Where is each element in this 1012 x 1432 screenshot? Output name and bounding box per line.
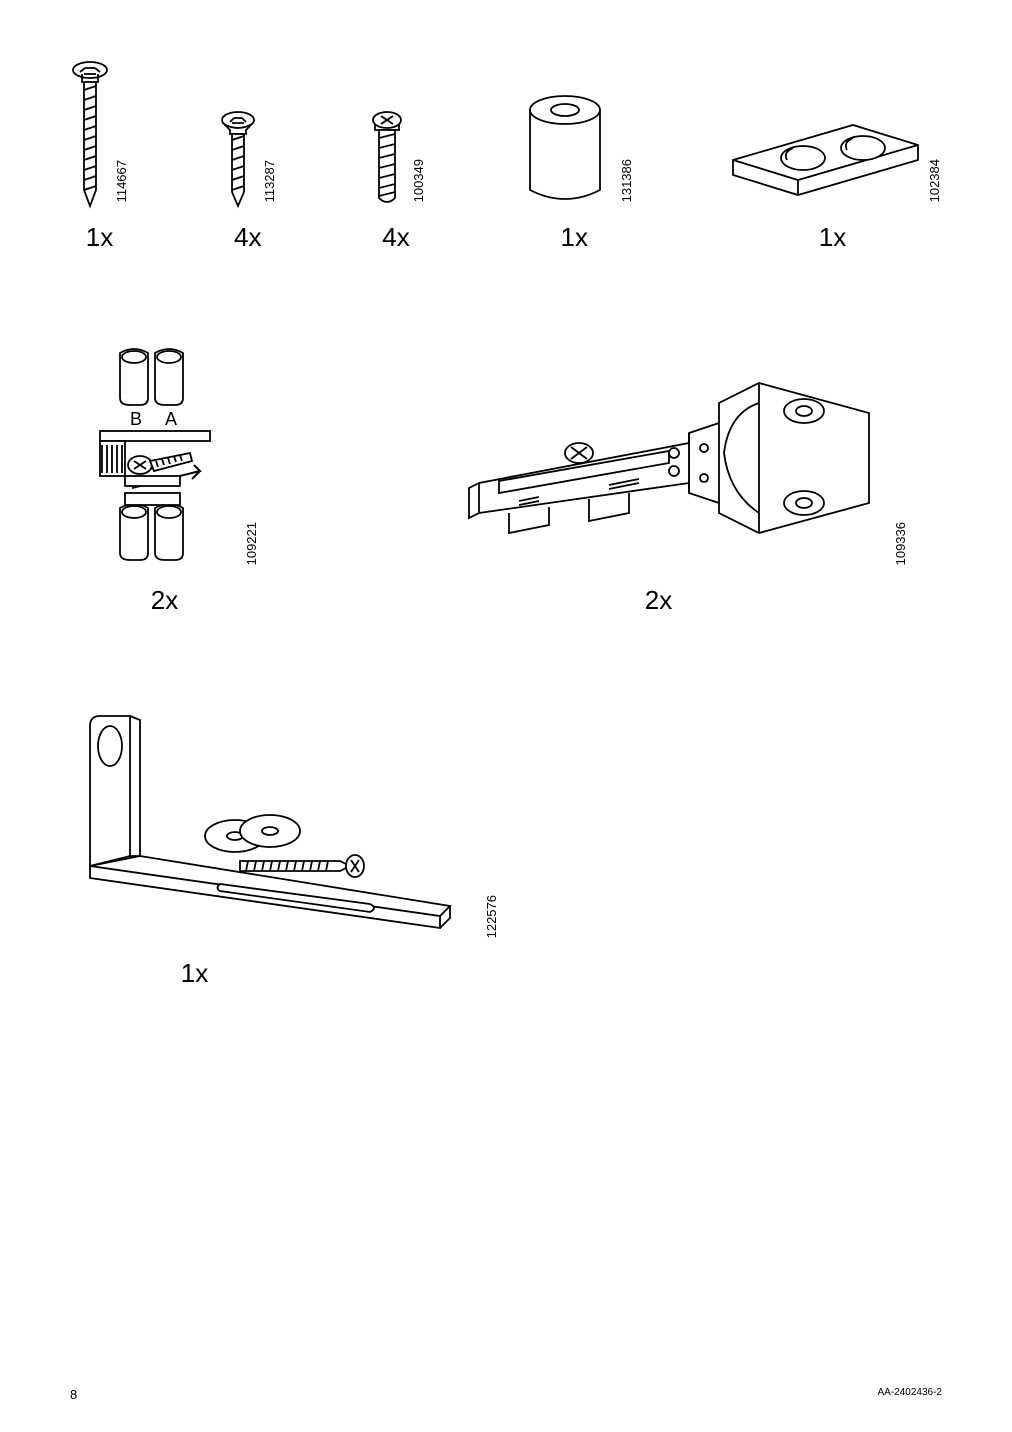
part-code: 131386 [619, 159, 634, 202]
doc-code: AA-2402436-2 [878, 1387, 943, 1402]
page-number: 8 [70, 1387, 77, 1402]
part-code: 109336 [893, 522, 908, 565]
part-qty: 1x [86, 222, 113, 253]
part-code: 114667 [114, 160, 129, 202]
part-131386: 131386 1x [515, 90, 634, 253]
part-qty: 1x [561, 222, 588, 253]
part-code: 113287 [262, 160, 277, 202]
spacer-icon [515, 90, 615, 210]
part-113287: 113287 4x [218, 110, 277, 253]
part-122576: 122576 1x [70, 706, 499, 989]
part-code: 102384 [927, 159, 942, 202]
part-109336: 109336 2x [409, 353, 908, 616]
part-109221: B A [70, 343, 259, 616]
svg-text:B: B [130, 409, 142, 429]
pan-screw-icon [218, 110, 258, 210]
part-114667: 114667 1x [70, 60, 129, 253]
svg-text:A: A [165, 409, 177, 429]
part-100349: 100349 4x [367, 110, 426, 253]
cover-plate-icon [723, 110, 923, 210]
part-qty: 2x [151, 585, 178, 616]
page: 114667 1x 113287 4x [0, 0, 1012, 1432]
hinge-plate-icon: B A [70, 343, 240, 573]
hinge-arm-icon [409, 353, 889, 573]
page-footer: 8 AA-2402436-2 [70, 1387, 942, 1402]
parts-row-1: 114667 1x 113287 4x [70, 60, 942, 253]
part-code: 122576 [484, 895, 499, 938]
wood-screw-long-icon [70, 60, 110, 210]
part-code: 100349 [411, 159, 426, 202]
l-bracket-icon [70, 706, 480, 946]
part-qty: 4x [234, 222, 261, 253]
part-qty: 2x [645, 585, 672, 616]
euro-screw-icon [367, 110, 407, 210]
part-qty: 1x [819, 222, 846, 253]
part-qty: 4x [382, 222, 409, 253]
parts-row-3: 122576 1x [70, 706, 942, 989]
part-qty: 1x [181, 958, 208, 989]
part-102384: 102384 1x [723, 110, 942, 253]
parts-row-2: B A [70, 343, 942, 616]
part-code: 109221 [244, 522, 259, 565]
